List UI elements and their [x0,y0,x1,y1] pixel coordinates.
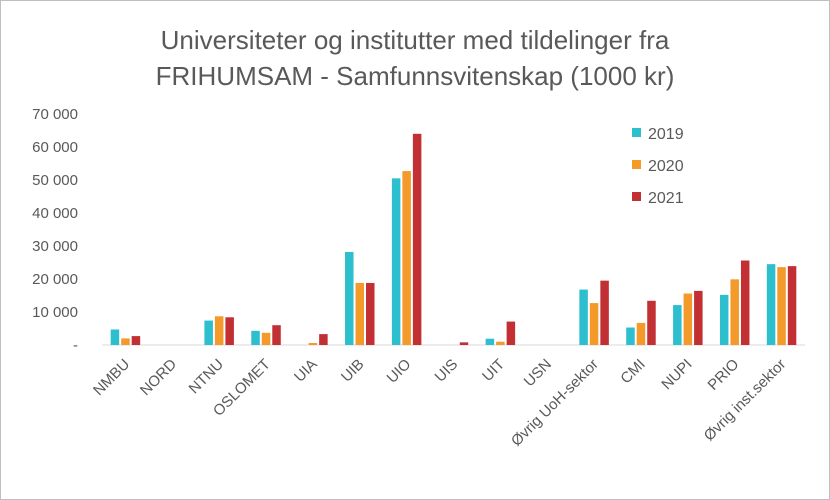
bar-2020 [496,341,505,345]
bar-2019 [251,330,260,345]
legend-label: 2020 [648,158,684,175]
bar-2019 [485,338,495,345]
bar-2020 [121,338,130,345]
bar-2021 [647,300,656,345]
bar-2021 [740,260,750,345]
bar-2021 [506,321,516,345]
x-tick-label: UIB [338,356,368,386]
x-tick-label: Øvrig inst.sektor [701,356,790,445]
x-tick-label: Øvrig UoH-sektor [508,356,602,450]
bar-2020 [636,322,646,345]
bar-2019 [673,305,682,345]
x-tick-label: NORD [137,356,180,399]
x-tick-label: UIS [432,356,462,386]
legend-swatch-2019 [632,128,641,137]
bar-2020 [402,171,411,345]
bar-2020 [683,293,693,345]
bar-2020 [355,282,365,345]
bar-2021 [319,334,328,345]
x-tick-label: NUPI [658,356,695,393]
y-tick-label: 20 000 [32,271,78,288]
legend-swatch-2021 [632,192,641,201]
bar-2021 [272,325,281,345]
bar-2020 [589,303,599,345]
bar-2019 [391,178,401,345]
legend-label: 2021 [648,190,684,207]
chart-title: Universiteter og institutter med tildeli… [0,22,830,94]
bar-2019 [345,251,354,345]
x-tick-label: CMI [617,356,648,387]
bar-2020 [261,332,271,345]
bar-2020 [777,267,786,345]
bar-2019 [766,264,776,345]
chart-title-line-2: FRIHUMSAM - Samfunnsvitenskap (1000 kr) [155,61,675,91]
legend-label: 2019 [648,126,684,143]
bar-2021 [225,317,234,345]
x-tick-label: USN [521,356,555,390]
y-tick-label: 30 000 [32,238,78,255]
y-tick-label: - [73,337,78,354]
bar-2019 [719,294,729,345]
bar-2019 [204,320,213,345]
bar-2021 [787,266,797,345]
y-tick-label: 70 000 [32,106,78,123]
bar-2021 [131,336,141,345]
chart-title-line-1: Universiteter og institutter med tildeli… [160,25,670,55]
y-tick-label: 10 000 [32,304,78,321]
bar-2021 [600,280,609,345]
y-tick-label: 60 000 [32,139,78,156]
y-tick-label: 40 000 [32,205,78,222]
bar-2020 [214,316,224,345]
bar-2021 [694,290,703,345]
x-tick-label: NTNU [186,356,227,397]
bar-2021 [459,342,469,345]
bar-2019 [626,327,635,345]
x-tick-label: UIT [479,356,508,385]
y-tick-label: 50 000 [32,172,78,189]
x-tick-label: PRIO [705,356,743,394]
x-tick-label: UIO [384,356,415,387]
x-tick-label: UIA [291,356,321,386]
bar-2021 [412,133,422,345]
x-tick-label: NMBU [90,356,133,399]
bar-2021 [366,282,375,345]
legend-swatch-2020 [632,160,641,169]
bar-2019 [110,329,120,345]
bar-2019 [579,289,588,345]
bar-2020 [730,279,739,345]
bar-2020 [308,343,318,345]
